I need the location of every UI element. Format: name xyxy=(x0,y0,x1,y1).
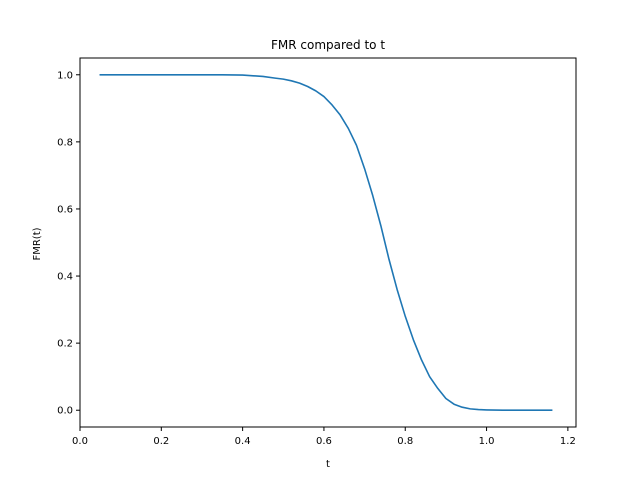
x-axis-label: t xyxy=(326,459,330,470)
x-tick-label: 0.4 xyxy=(235,436,251,447)
y-tick-label: 0.4 xyxy=(57,272,73,283)
x-tick-label: 1.2 xyxy=(560,436,576,447)
y-tick-label: 0.2 xyxy=(57,339,73,350)
x-axis-ticks: 0.0 0.2 0.4 0.6 0.8 1.0 1.2 xyxy=(72,427,576,447)
x-tick-label: 0.6 xyxy=(316,436,332,447)
y-tick-label: 0.0 xyxy=(57,406,73,417)
axes-frame xyxy=(79,57,577,428)
x-tick-label: 0.2 xyxy=(153,436,169,447)
y-tick-label: 0.8 xyxy=(57,137,73,148)
x-tick-label: 0.0 xyxy=(72,436,88,447)
y-axis-ticks: 0.0 0.2 0.4 0.6 0.8 1.0 xyxy=(57,70,80,417)
x-tick-label: 0.8 xyxy=(397,436,413,447)
plot-area xyxy=(99,73,553,412)
series-line-0 xyxy=(99,73,553,412)
y-tick-label: 0.6 xyxy=(57,204,73,215)
y-tick-label: 1.0 xyxy=(57,70,73,81)
y-axis-label: FMR(t) xyxy=(32,227,43,260)
chart-title: FMR compared to t xyxy=(271,38,385,52)
x-tick-label: 1.0 xyxy=(479,436,495,447)
